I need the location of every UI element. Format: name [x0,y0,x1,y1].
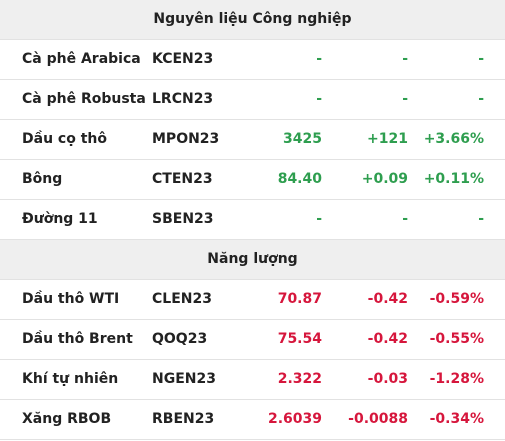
price: - [316,91,322,107]
percent-change: +3.66% [423,131,484,147]
price: 2.6039 [267,411,322,427]
table-row: Dầu thô Brent QOQ23 75.54 -0.42 -0.55% [0,320,505,360]
table-row: Dầu thô WTI CLEN23 70.87 -0.42 -0.59% [0,280,505,320]
percent-change: -0.34% [429,411,484,427]
price: 84.40 [277,171,322,187]
section-header: Nguyên liệu Công nghiệp [0,0,505,40]
commodity-name: Khí tự nhiên [22,371,119,387]
change: -0.03 [367,371,408,387]
change: - [402,211,408,227]
change: -0.42 [367,291,408,307]
contract-code: MPON23 [152,131,220,147]
contract-code: RBEN23 [152,411,215,427]
price: 70.87 [277,291,322,307]
section-header: Năng lượng [0,240,505,280]
price: 3425 [283,131,322,147]
price: 2.322 [277,371,322,387]
change: +0.09 [361,171,408,187]
table-row: Xăng RBOB RBEN23 2.6039 -0.0088 -0.34% [0,400,505,440]
commodity-name: Dầu thô Brent [22,331,133,347]
percent-change: - [478,91,484,107]
change: - [402,91,408,107]
table-row: Dầu cọ thô MPON23 3425 +121 +3.66% [0,120,505,160]
commodity-name: Cà phê Arabica [22,51,141,67]
contract-code: NGEN23 [152,371,216,387]
change: - [402,51,408,67]
contract-code: QOQ23 [152,331,208,347]
contract-code: LRCN23 [152,91,214,107]
table-row: Bông CTEN23 84.40 +0.09 +0.11% [0,160,505,200]
contract-code: CTEN23 [152,171,213,187]
change: +121 [367,131,408,147]
contract-code: KCEN23 [152,51,214,67]
commodity-name: Đường 11 [22,211,98,227]
table-row: Khí tự nhiên NGEN23 2.322 -0.03 -1.28% [0,360,505,400]
percent-change: - [478,211,484,227]
percent-change: -0.59% [429,291,484,307]
change: -0.0088 [348,411,408,427]
table-row: Đường 11 SBEN23 - - - [0,200,505,240]
commodity-name: Dầu cọ thô [22,131,107,147]
table-row: Cà phê Arabica KCEN23 - - - [0,40,505,80]
price: - [316,51,322,67]
table-row: Cà phê Robusta LRCN23 - - - [0,80,505,120]
price: 75.54 [277,331,322,347]
percent-change: -1.28% [429,371,484,387]
commodity-name: Bông [22,171,63,187]
percent-change: -0.55% [429,331,484,347]
commodity-name: Xăng RBOB [22,411,112,427]
price: - [316,211,322,227]
contract-code: SBEN23 [152,211,214,227]
percent-change: - [478,51,484,67]
commodity-name: Cà phê Robusta [22,91,146,107]
contract-code: CLEN23 [152,291,212,307]
percent-change: +0.11% [423,171,484,187]
change: -0.42 [367,331,408,347]
commodity-name: Dầu thô WTI [22,291,120,307]
